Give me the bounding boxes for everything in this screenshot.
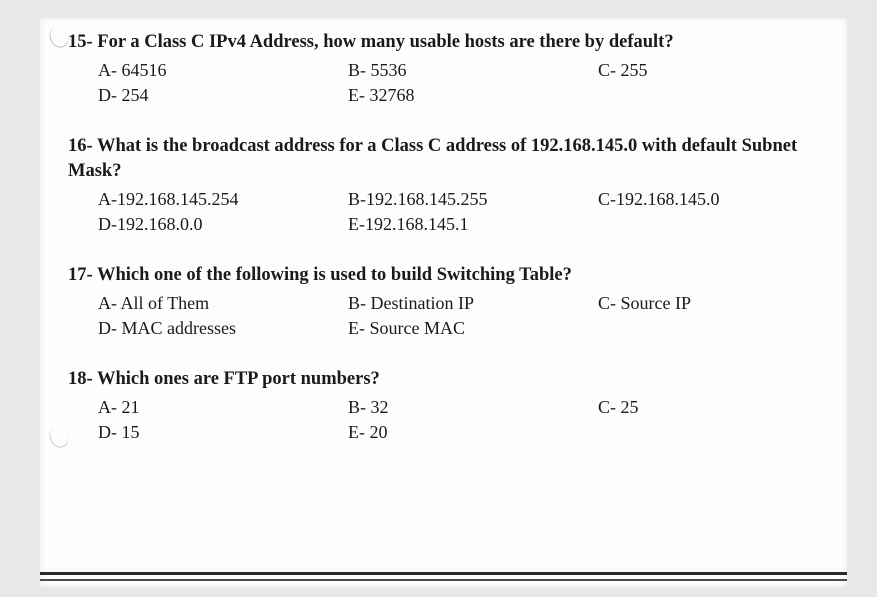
option-d: D- MAC addresses [98,318,348,339]
option-a: A- 64516 [98,60,348,81]
option-b: B- 32 [348,397,598,418]
option-e: E- Source MAC [348,318,598,339]
option-e: E- 32768 [348,85,598,106]
option-c: C- 25 [598,397,798,418]
option-d: D- 254 [98,85,348,106]
option-c: C-192.168.145.0 [598,189,798,210]
option-d: D- 15 [98,422,348,443]
options-grid: A- All of Them B- Destination IP C- Sour… [68,293,819,339]
option-d: D-192.168.0.0 [98,214,348,235]
option-c: C- Source IP [598,293,798,314]
question-prompt: 16- What is the broadcast address for a … [68,134,819,184]
option-a: A- All of Them [98,293,348,314]
horizontal-rule [40,579,847,581]
options-grid: A- 64516 B- 5536 C- 255 D- 254 E- 32768 [68,60,819,106]
option-e: E-192.168.145.1 [348,214,598,235]
option-b: B- Destination IP [348,293,598,314]
question-16: 16- What is the broadcast address for a … [68,134,819,235]
option-c: C- 255 [598,60,798,81]
exam-page: 15- For a Class C IPv4 Address, how many… [40,18,847,587]
question-prompt: 17- Which one of the following is used t… [68,263,819,288]
option-b: B- 5536 [348,60,598,81]
option-a: A- 21 [98,397,348,418]
options-grid: A-192.168.145.254 B-192.168.145.255 C-19… [68,189,819,235]
options-grid: A- 21 B- 32 C- 25 D- 15 E- 20 [68,397,819,443]
option-a: A-192.168.145.254 [98,189,348,210]
question-15: 15- For a Class C IPv4 Address, how many… [68,30,819,106]
horizontal-rule [40,572,847,575]
question-prompt: 18- Which ones are FTP port numbers? [68,367,819,392]
option-b: B-192.168.145.255 [348,189,598,210]
question-17: 17- Which one of the following is used t… [68,263,819,339]
question-prompt: 15- For a Class C IPv4 Address, how many… [68,30,819,55]
question-18: 18- Which ones are FTP port numbers? A- … [68,367,819,443]
option-e: E- 20 [348,422,598,443]
